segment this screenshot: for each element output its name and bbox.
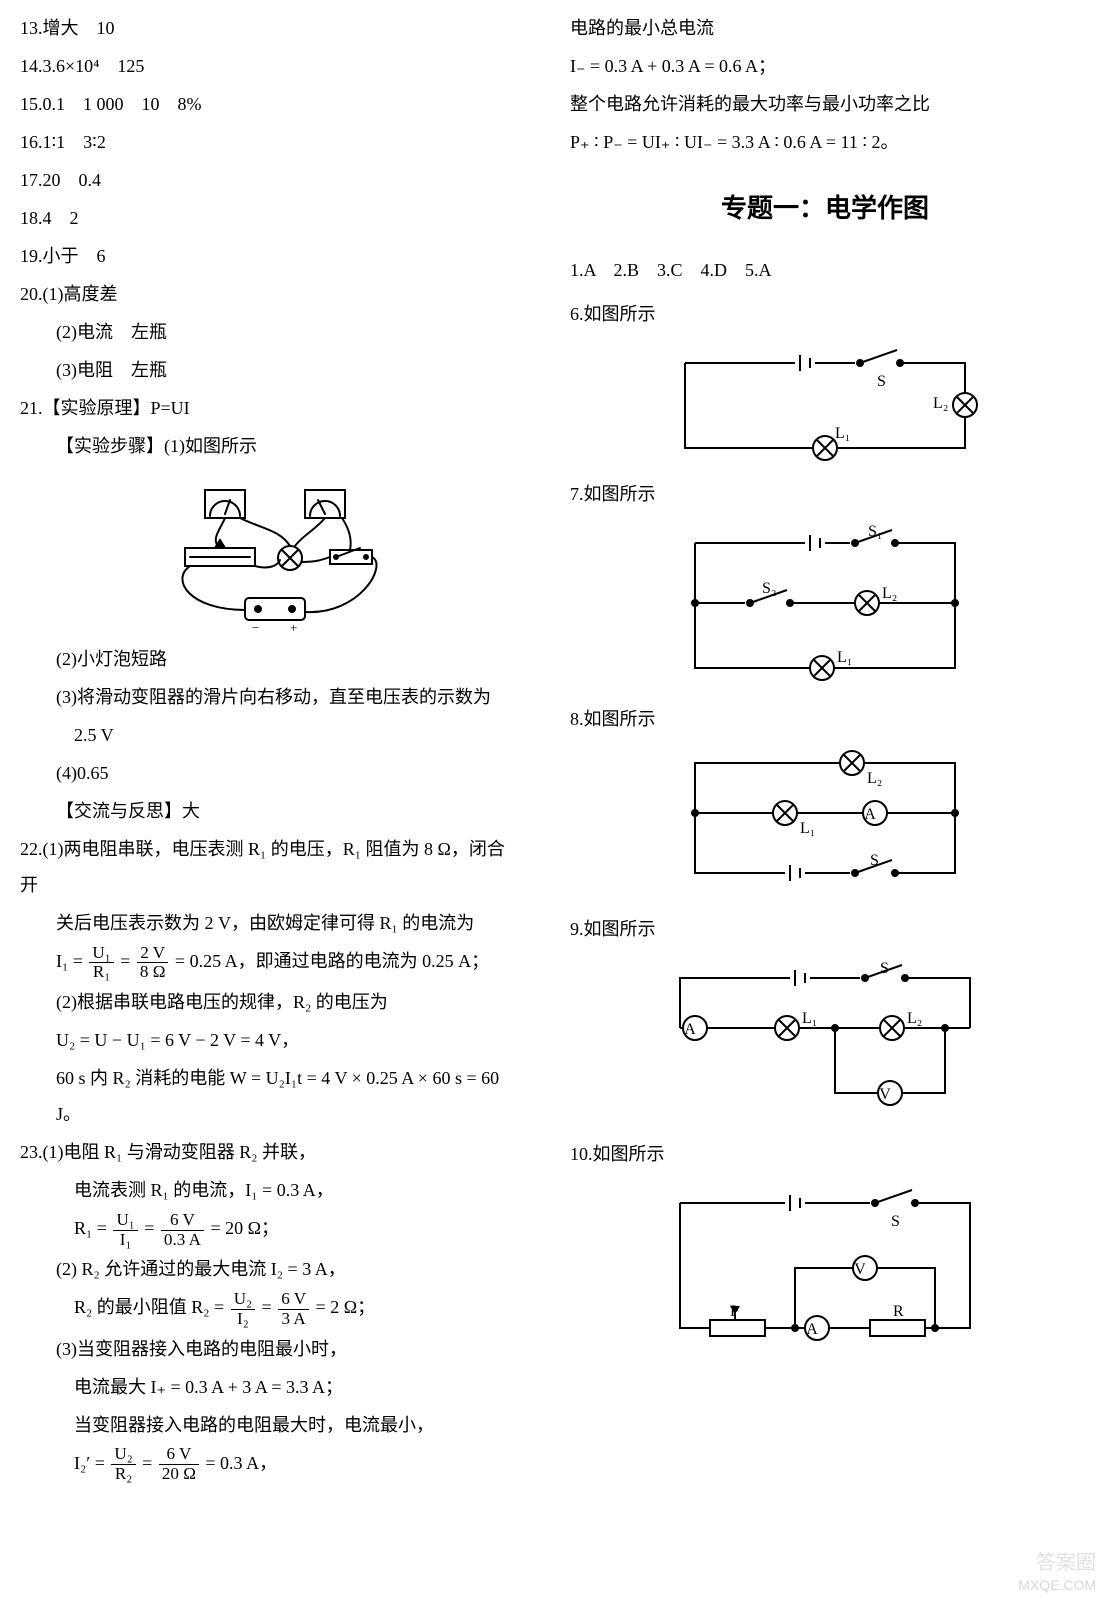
eq-text: = 0.3 A， [205,1453,277,1473]
fraction: 6 V0.3 A [161,1211,204,1250]
ans-22-2a: (2)根据串联电路电压的规律，R₂ 的电压为 [20,984,520,1020]
ans-21-principle: 21.【实验原理】P=UI [20,390,520,426]
ans-13: 13.增大 10 [20,10,520,46]
eq-text: = 2 Ω； [316,1297,376,1317]
ans-14: 14.3.6×10⁴ 125 [20,48,520,84]
ans-20-2: (2)电流 左瓶 [20,314,520,350]
fraction: 6 V3 A [278,1290,309,1329]
fraction: U₂R₂ [111,1445,135,1484]
ans-21-steps: 【实验步骤】(1)如图所示 [20,428,520,464]
right-cont-4: P₊ ∶ P₋ = UI₊ ∶ UI₋ = 3.3 A ∶ 0.6 A = 11… [570,124,1080,160]
ans-21-2: (2)小灯泡短路 [20,641,520,677]
circuit-diagram-7: S₁ S₂ L₂ L₁ [645,518,1005,693]
ans-23-1b: 电流表测 R₁ 的电流，I₁ = 0.3 A， [20,1172,520,1208]
eq-text: = [120,951,135,971]
ans-23-1a: 23.(1)电阻 R₁ 与滑动变阻器 R₂ 并联， [20,1134,520,1170]
ans-23-1c: R₁ = U₁I₁ = 6 V0.3 A = 20 Ω； [20,1210,520,1249]
eq-text: = [144,1218,159,1238]
ans-15: 15.0.1 1 000 10 8% [20,86,520,122]
right-cont-3: 整个电路允许消耗的最大功率与最小功率之比 [570,86,1080,122]
circuit-diagram-10: S P R A V [635,1178,1015,1358]
svg-text:−: − [252,620,259,635]
svg-text:L₂: L₂ [907,1010,922,1027]
svg-text:S: S [870,852,879,869]
eq-text: I₂′ = [74,1453,109,1473]
ans-22-1c: I₁ = U₁R₁ = 2 V8 Ω = 0.25 A，即通过电路的电流为 0.… [20,943,520,982]
ans-20-3: (3)电阻 左瓶 [20,352,520,388]
ans-21-reflect: 【交流与反思】大 [20,793,520,829]
svg-text:A: A [806,1321,818,1338]
circuit-diagram-8: L₂ L₁ A S [645,743,1005,903]
ans-20-1: 20.(1)高度差 [20,276,520,312]
eq-text: = 0.25 A，即通过电路的电流为 0.25 A； [175,951,489,971]
svg-text:R: R [893,1303,904,1320]
watermark: 答案圈 MXQE.COM [1018,1550,1096,1594]
svg-text:L₂: L₂ [933,395,948,412]
svg-text:S: S [891,1213,900,1230]
eq-text: R₁ = [74,1218,111,1238]
ans-22-2b: U₂ = U − U₁ = 6 V − 2 V = 4 V， [20,1022,520,1058]
ans-23-3d: I₂′ = U₂R₂ = 6 V20 Ω = 0.3 A， [20,1445,520,1484]
svg-text:L₂: L₂ [882,585,897,602]
svg-text:L₂: L₂ [867,770,882,787]
section-title: 专题一：电学作图 [570,182,1080,234]
caption-10: 10.如图所示 [570,1136,1080,1172]
svg-text:L₁: L₁ [802,1010,817,1027]
svg-text:L₁: L₁ [837,649,852,666]
ans-22-1a: 22.(1)两电阻串联，电压表测 R₁ 的电压，R₁ 阻值为 8 Ω，闭合开 [20,831,520,903]
experiment-circuit-sketch: − + [130,470,410,635]
svg-text:L₁: L₁ [835,425,850,442]
svg-text:V: V [879,1086,891,1103]
svg-text:S₂: S₂ [762,580,776,597]
eq-text: I₁ = [56,951,87,971]
svg-text:S: S [880,960,889,977]
ans-19: 19.小于 6 [20,238,520,274]
svg-text:A: A [864,806,876,823]
caption-6: 6.如图所示 [570,296,1080,332]
ans-22-1b: 关后电压表示数为 2 V，由欧姆定律可得 R₁ 的电流为 [20,905,520,941]
fraction: U₁R₁ [89,944,113,983]
svg-text:S: S [877,373,886,390]
ans-22-2c: 60 s 内 R₂ 消耗的电能 W = U₂I₁t = 4 V × 0.25 A… [20,1060,520,1132]
eq-text: = [262,1297,277,1317]
caption-8: 8.如图所示 [570,701,1080,737]
ans-23-3a: (3)当变阻器接入电路的电阻最小时， [20,1331,520,1367]
ans-23-3c: 当变阻器接入电路的电阻最大时，电流最小， [20,1407,520,1443]
fraction: 2 V8 Ω [137,944,169,983]
svg-text:S₁: S₁ [868,523,882,540]
fraction: U₂I₂ [231,1290,255,1329]
svg-text:P: P [730,1303,739,1320]
right-cont-1: 电路的最小总电流 [570,10,1080,46]
ans-23-2b: R₂ 的最小阻值 R₂ = U₂I₂ = 6 V3 A = 2 Ω； [20,1289,520,1328]
svg-text:V: V [854,1261,866,1278]
caption-7: 7.如图所示 [570,476,1080,512]
eq-text: R₂ 的最小阻值 R₂ = [74,1297,229,1317]
eq-text: = 20 Ω； [210,1218,279,1238]
ans-18: 18.4 2 [20,200,520,236]
ans-16: 16.1∶1 3∶2 [20,124,520,160]
circuit-diagram-6: S L₁ L₂ [645,338,1005,468]
svg-text:+: + [290,620,297,635]
ans-23-3b: 电流最大 I₊ = 0.3 A + 3 A = 3.3 A； [20,1369,520,1405]
svg-text:L₁: L₁ [800,820,815,837]
caption-9: 9.如图所示 [570,911,1080,947]
ans-23-2a: (2) R₂ 允许通过的最大电流 I₂ = 3 A， [20,1251,520,1287]
eq-text: = [142,1453,157,1473]
ans-21-3b: 2.5 V [20,717,520,753]
svg-text:A: A [684,1021,696,1038]
mc-answers: 1.A 2.B 3.C 4.D 5.A [570,252,1080,288]
circuit-diagram-9: S A L₁ L₂ V [635,953,1015,1128]
fraction: 6 V20 Ω [159,1445,199,1484]
ans-21-4: (4)0.65 [20,755,520,791]
ans-17: 17.20 0.4 [20,162,520,198]
right-cont-2: I₋ = 0.3 A + 0.3 A = 0.6 A； [570,48,1080,84]
ans-21-3: (3)将滑动变阻器的滑片向右移动，直至电压表的示数为 [20,679,520,715]
fraction: U₁I₁ [113,1211,137,1250]
